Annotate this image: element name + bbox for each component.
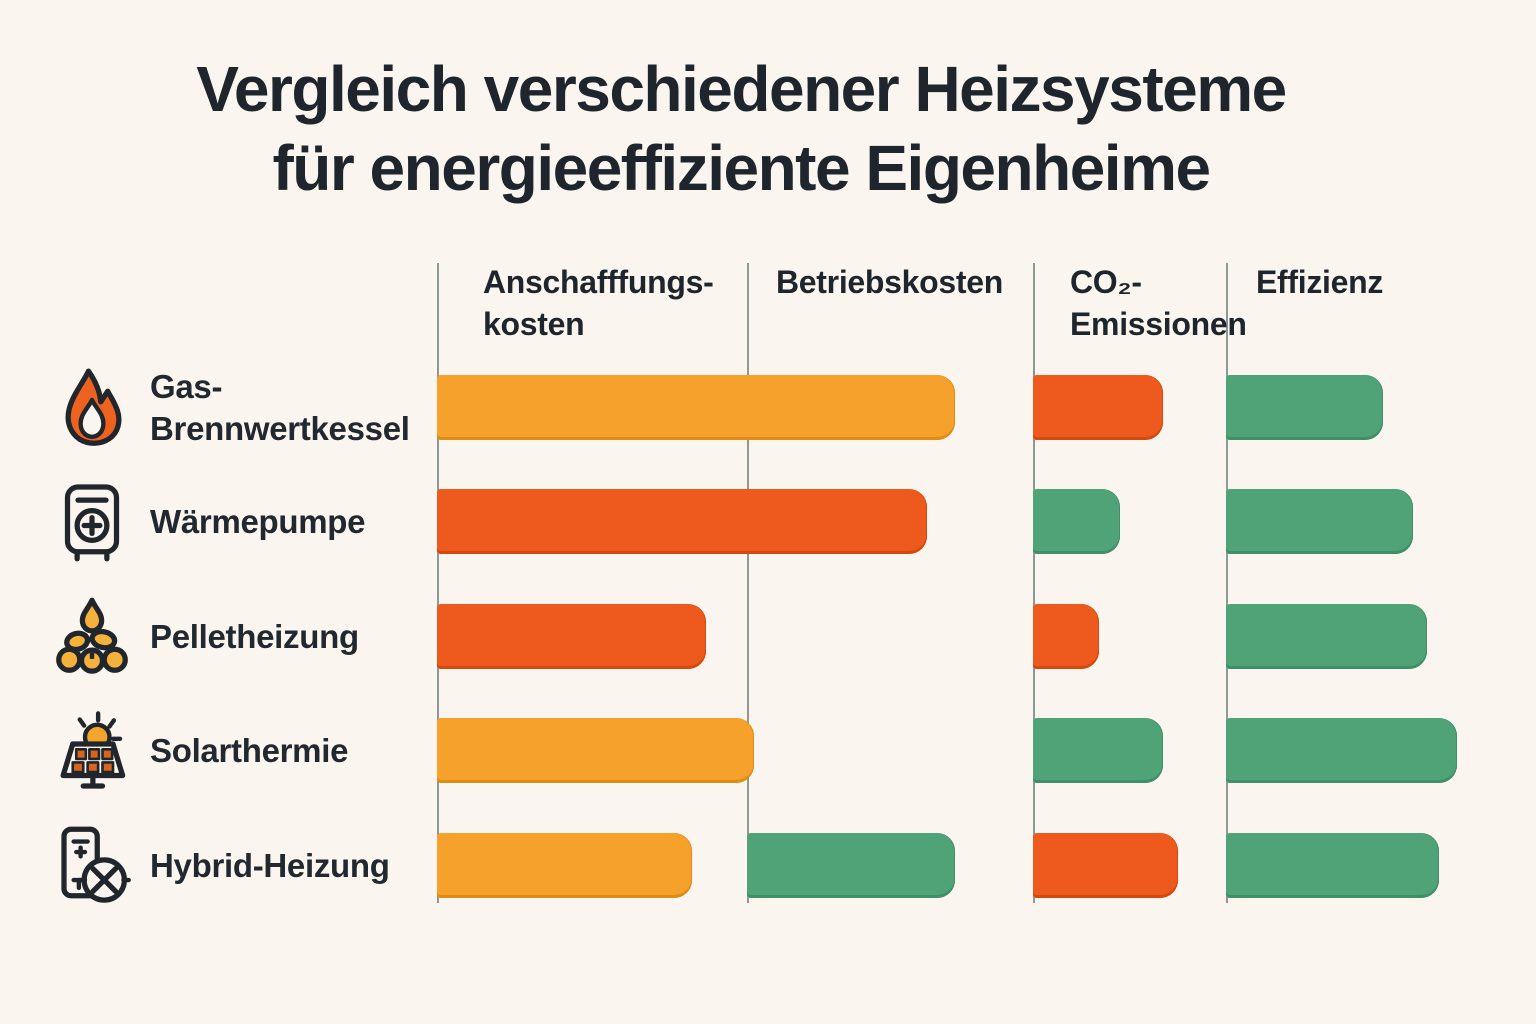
bar-co2-emissionen-gas-brennwertkessel bbox=[1033, 375, 1163, 440]
bar-co2-emissionen-hybrid-heizung bbox=[1033, 833, 1178, 898]
row-label-pelletheizung: Pelletheizung bbox=[150, 616, 359, 658]
page-title: Vergleich verschiedener Heizsysteme für … bbox=[0, 50, 1482, 208]
pellets-icon bbox=[50, 595, 134, 679]
column-header-betriebskosten: Betriebskosten bbox=[776, 261, 1003, 303]
bar-co2-emissionen-solarthermie bbox=[1033, 718, 1163, 783]
row-label-solarthermie: Solarthermie bbox=[150, 730, 348, 772]
bar-co2-emissionen-waermepumpe bbox=[1033, 489, 1120, 554]
flame-icon bbox=[50, 365, 134, 449]
column-header-line: Betriebskosten bbox=[776, 264, 1003, 300]
row-label-line: Solarthermie bbox=[150, 732, 349, 769]
column-header-line: Anschafffungs- bbox=[483, 264, 714, 300]
bar-anschaffungskosten-hybrid-heizung bbox=[437, 833, 692, 898]
column-header-line: kosten bbox=[483, 306, 585, 342]
hybrid-heating-icon bbox=[50, 824, 134, 908]
column-header-co2-emissionen: CO₂- Emissionen bbox=[1070, 261, 1247, 345]
column-header-line: Effizienz bbox=[1256, 264, 1384, 300]
bar-anschaffungskosten-pelletheizung bbox=[437, 604, 706, 669]
page-title-line-2: für energieeffiziente Eigenheime bbox=[272, 132, 1211, 204]
bar-effizienz-solarthermie bbox=[1226, 718, 1457, 783]
column-divider-anschaffungskosten bbox=[437, 263, 439, 903]
bar-effizienz-pelletheizung bbox=[1226, 604, 1427, 669]
bar-co2-emissionen-pelletheizung bbox=[1033, 604, 1099, 669]
column-divider-co2-emissionen bbox=[1033, 263, 1035, 903]
column-header-line: Emissionen bbox=[1070, 306, 1247, 342]
bar-anschaffungskosten-solarthermie bbox=[437, 718, 754, 783]
column-divider-effizienz bbox=[1226, 263, 1228, 903]
row-label-line: Pelletheizung bbox=[150, 618, 359, 655]
row-label-gas-brennwertkessel: Gas- Brennwertkessel bbox=[150, 366, 410, 450]
column-header-effizienz: Effizienz bbox=[1256, 261, 1383, 303]
bar-effizienz-gas-brennwertkessel bbox=[1226, 375, 1383, 440]
solar-panel-icon bbox=[50, 709, 134, 793]
page-title-line-1: Vergleich verschiedener Heizsysteme bbox=[196, 53, 1287, 125]
bar-effizienz-hybrid-heizung bbox=[1226, 833, 1439, 898]
row-label-waermepumpe: Wärmepumpe bbox=[150, 501, 366, 543]
row-label-hybrid-heizung: Hybrid-Heizung bbox=[150, 845, 390, 887]
heat-pump-icon bbox=[50, 480, 134, 564]
bar-anschaffungskosten-waermepumpe bbox=[437, 489, 927, 554]
column-divider-betriebskosten bbox=[747, 263, 749, 903]
row-label-line: Hybrid-Heizung bbox=[150, 847, 390, 884]
bar-effizienz-waermepumpe bbox=[1226, 489, 1413, 554]
row-label-line: Wärmepumpe bbox=[150, 503, 366, 540]
bar-anschaffungskosten-gas-brennwertkessel bbox=[437, 375, 955, 440]
column-header-anschaffungskosten: Anschafffungs- kosten bbox=[483, 261, 714, 345]
column-header-line: CO₂- bbox=[1070, 264, 1142, 300]
bar-betriebskosten-hybrid-heizung bbox=[747, 833, 955, 898]
row-label-line: Brennwertkessel bbox=[150, 410, 410, 447]
row-label-line: Gas- bbox=[150, 368, 223, 405]
